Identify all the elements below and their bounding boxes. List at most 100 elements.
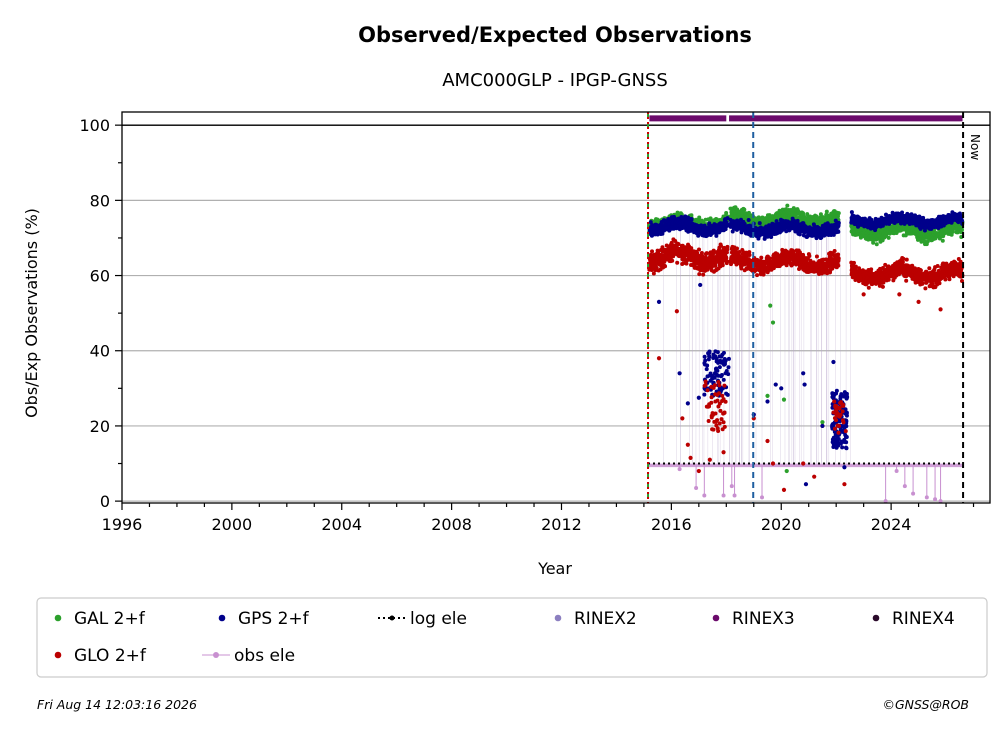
glo-point — [670, 258, 675, 263]
glo-outlier — [781, 487, 787, 492]
gps-point — [836, 229, 841, 234]
gal-outlier — [770, 320, 776, 325]
gal-point — [886, 235, 891, 240]
glo-outlier — [801, 461, 806, 466]
glo-outlier — [880, 284, 885, 289]
glo-outlier — [812, 474, 817, 479]
gps-point — [689, 217, 694, 222]
glo-point — [807, 254, 812, 259]
glo-outlier — [765, 438, 770, 444]
glo-outlier — [842, 482, 847, 487]
gps-point — [674, 226, 679, 231]
glo-point — [814, 254, 819, 259]
glo-point — [697, 272, 702, 277]
gps-point — [795, 218, 800, 223]
glo-point — [836, 256, 841, 261]
glo-point — [791, 251, 796, 256]
glo-point — [937, 281, 942, 286]
gps-point — [797, 232, 802, 237]
glo-outlier — [707, 457, 712, 462]
gal-outlier — [784, 468, 789, 474]
gal-point — [824, 209, 829, 214]
gal-point — [697, 215, 702, 220]
glo-point — [697, 247, 702, 252]
gal-outlier — [768, 303, 773, 308]
glo-point — [663, 264, 668, 269]
glo-outlier — [916, 299, 921, 304]
gps-point — [909, 212, 914, 217]
glo-point — [711, 251, 716, 256]
glo-outlier — [897, 292, 902, 297]
glo-point — [701, 272, 706, 277]
gal-point — [925, 239, 930, 244]
gal-point — [836, 211, 841, 216]
gal-point — [785, 203, 790, 208]
obs-ele-point — [924, 495, 929, 500]
gal-point — [874, 242, 879, 247]
glo-point — [947, 277, 952, 282]
gps-point — [757, 221, 762, 226]
glo-point — [755, 273, 760, 278]
gps-point — [725, 222, 730, 227]
glo-outlier — [861, 292, 866, 297]
glo-point — [886, 277, 891, 282]
chart-title: Observed/Expected Observations — [358, 23, 752, 47]
glo-point — [725, 259, 730, 264]
gal-point — [689, 213, 694, 218]
gps-point — [679, 215, 684, 220]
glo-point — [747, 250, 752, 255]
gps-point — [746, 217, 751, 222]
glo-point — [675, 260, 680, 265]
glo-point — [656, 250, 661, 255]
grid-lines — [122, 124, 990, 502]
data-points — [647, 203, 965, 492]
glo-point — [913, 266, 918, 271]
glo-point — [851, 260, 856, 265]
glo-point — [664, 243, 669, 248]
gal-point — [940, 238, 945, 243]
glo-point — [684, 261, 689, 266]
obs-ele-point — [694, 485, 699, 490]
glo-point — [671, 254, 676, 259]
gps-point — [660, 231, 665, 236]
obs-ele-point — [760, 495, 765, 500]
obs-ele-point — [677, 467, 682, 472]
glo-point — [797, 266, 802, 271]
gps-point — [725, 216, 730, 221]
glo-point — [866, 285, 871, 290]
glo-outlier — [938, 307, 943, 312]
gal-point — [959, 228, 964, 233]
obs-ele-point — [894, 469, 899, 474]
gal-outlier — [781, 397, 787, 402]
gps-point — [714, 233, 719, 238]
glo-outlier — [685, 442, 690, 447]
gal-point — [742, 207, 747, 212]
gal-point — [724, 211, 729, 216]
gps-point — [696, 233, 701, 238]
glo-point — [759, 255, 764, 260]
glo-point — [669, 240, 674, 245]
glo-point — [651, 271, 656, 276]
glo-point — [745, 266, 750, 271]
glo-point — [901, 256, 906, 261]
glo-point — [836, 252, 841, 257]
glo-point — [923, 286, 928, 291]
obs-ele-point — [883, 499, 888, 504]
glo-point — [709, 264, 714, 269]
gps-point — [723, 227, 728, 232]
gps-point — [890, 210, 895, 215]
glo-point — [650, 249, 655, 254]
gps-point — [900, 210, 905, 215]
obs-ele-point — [902, 484, 907, 489]
obs-ele-point — [732, 493, 737, 498]
obs-ele-series — [648, 115, 964, 504]
glo-point — [737, 250, 742, 255]
glo-outlier — [656, 356, 662, 361]
glo-point — [725, 244, 730, 249]
glo-point — [720, 263, 725, 268]
glo-point — [832, 248, 837, 253]
glo-point — [904, 274, 909, 279]
glo-point — [735, 246, 740, 251]
glo-outlier — [770, 461, 776, 466]
